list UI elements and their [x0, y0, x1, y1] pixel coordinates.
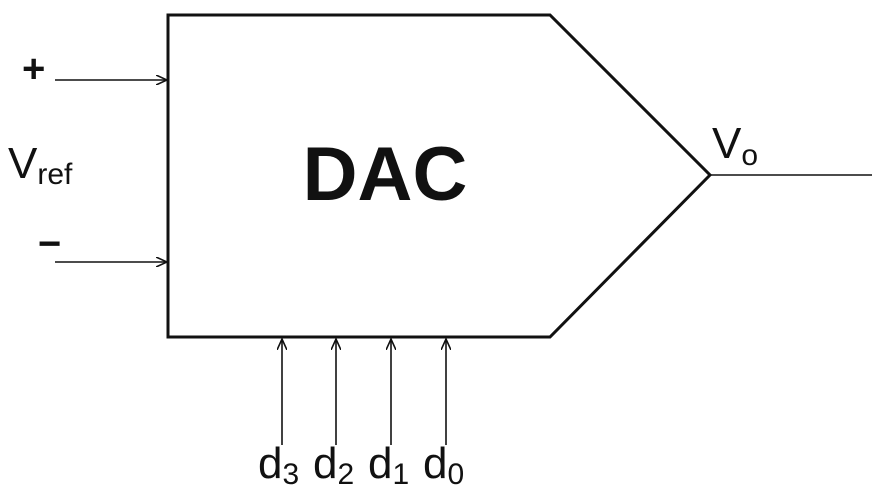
d0-subscript: 0: [447, 458, 464, 491]
vo-subscript: o: [741, 139, 758, 172]
block-label: DAC: [303, 132, 468, 217]
d3-subscript: 3: [282, 458, 299, 491]
d1-label: d1: [368, 439, 409, 491]
d1-symbol: d: [368, 439, 392, 488]
d2-label: d2: [313, 439, 354, 491]
d0-symbol: d: [423, 439, 447, 488]
d2-subscript: 2: [337, 458, 354, 491]
vo-label: Vo: [712, 119, 758, 172]
vref-subscript: ref: [37, 158, 73, 191]
vref-label: Vref: [8, 139, 73, 191]
dac-block: [166, 13, 713, 339]
d3-label: d3: [258, 439, 299, 491]
d0-label: d0: [423, 439, 464, 491]
ref-plus-label: +: [22, 47, 45, 91]
vo-symbol: V: [712, 119, 742, 168]
d1-subscript: 1: [392, 458, 409, 491]
d3-symbol: d: [258, 439, 282, 488]
vref-symbol: V: [8, 139, 38, 188]
d2-symbol: d: [313, 439, 337, 488]
ref-minus-label: −: [38, 222, 61, 266]
